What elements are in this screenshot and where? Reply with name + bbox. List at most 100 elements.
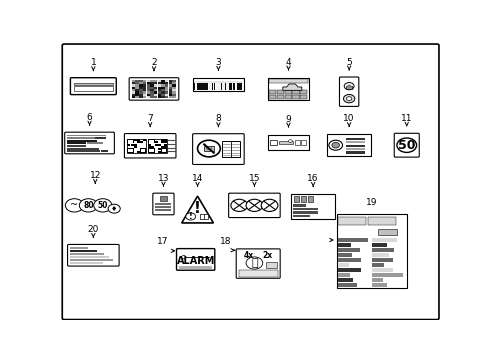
Bar [238, 83, 239, 90]
Bar [158, 150, 161, 153]
Bar [294, 140, 299, 145]
Bar [70, 247, 87, 249]
Bar [172, 85, 176, 87]
Bar [140, 150, 142, 153]
Bar [148, 146, 151, 148]
Bar [345, 144, 365, 147]
Bar [168, 94, 172, 96]
Bar [202, 83, 203, 90]
Bar [158, 148, 161, 150]
Bar [265, 262, 277, 268]
Bar [142, 89, 146, 91]
Bar [141, 149, 145, 152]
Bar [154, 82, 157, 84]
Text: 2x: 2x [262, 251, 272, 260]
Bar [276, 95, 283, 99]
Bar [139, 94, 142, 96]
Circle shape [331, 143, 339, 148]
Bar [268, 79, 307, 83]
Bar [294, 196, 298, 202]
Bar [172, 80, 176, 82]
Bar [67, 150, 100, 152]
Bar [132, 87, 135, 89]
Bar [172, 82, 176, 84]
Bar [148, 144, 151, 146]
Bar [70, 262, 102, 264]
Text: 2: 2 [151, 58, 157, 67]
Bar [214, 83, 215, 90]
Bar [158, 144, 161, 146]
Text: 11: 11 [400, 114, 412, 123]
Bar [164, 146, 166, 148]
Bar [301, 196, 305, 202]
Text: 80: 80 [83, 201, 94, 210]
Bar [222, 141, 240, 157]
Bar [338, 217, 366, 225]
Bar [150, 89, 153, 91]
Bar [154, 141, 157, 143]
Bar [142, 85, 146, 87]
Bar [338, 263, 348, 267]
Text: 16: 16 [307, 174, 318, 183]
Bar [157, 82, 161, 84]
Bar [161, 139, 163, 141]
Text: !: ! [188, 212, 192, 221]
Bar [161, 82, 164, 84]
Bar [197, 83, 198, 90]
Bar [142, 94, 146, 96]
Bar [157, 96, 161, 98]
Bar [208, 83, 210, 90]
Bar [67, 148, 99, 149]
Bar [284, 95, 291, 99]
Bar [154, 87, 157, 89]
Bar [345, 152, 365, 154]
Bar [157, 94, 161, 96]
Bar [165, 87, 168, 89]
Bar [154, 89, 157, 91]
Bar [338, 258, 360, 262]
Bar [206, 83, 207, 90]
Bar [168, 80, 172, 82]
Text: 19: 19 [366, 198, 377, 207]
Circle shape [94, 199, 112, 212]
Bar [127, 148, 134, 153]
Bar [268, 95, 275, 99]
Bar [346, 86, 351, 89]
Text: 50: 50 [397, 139, 415, 152]
Bar [377, 229, 396, 235]
Bar [142, 87, 146, 89]
FancyBboxPatch shape [70, 78, 116, 95]
Bar [135, 89, 139, 91]
Bar [168, 82, 172, 84]
Bar [215, 83, 217, 90]
Bar [207, 83, 208, 90]
Bar [172, 96, 176, 98]
Bar [134, 139, 136, 141]
Bar [203, 146, 214, 151]
Bar [139, 91, 142, 94]
Bar [154, 85, 157, 87]
Polygon shape [182, 196, 213, 223]
Bar [146, 80, 150, 82]
Bar [101, 150, 108, 152]
Circle shape [230, 199, 247, 211]
FancyBboxPatch shape [176, 249, 214, 270]
Text: 18: 18 [219, 237, 230, 246]
Bar [139, 85, 142, 87]
Bar [143, 150, 146, 153]
Bar [67, 145, 85, 147]
Bar [150, 85, 153, 87]
Bar [87, 143, 102, 144]
FancyBboxPatch shape [67, 244, 119, 266]
Bar [168, 87, 172, 89]
Bar [226, 83, 227, 90]
Bar [165, 80, 168, 82]
Bar [161, 141, 163, 143]
Bar [148, 139, 154, 143]
Bar [268, 90, 275, 94]
Bar [200, 214, 208, 219]
Bar [146, 89, 150, 91]
Bar [338, 238, 367, 242]
Bar [132, 94, 135, 96]
Bar [230, 83, 231, 90]
